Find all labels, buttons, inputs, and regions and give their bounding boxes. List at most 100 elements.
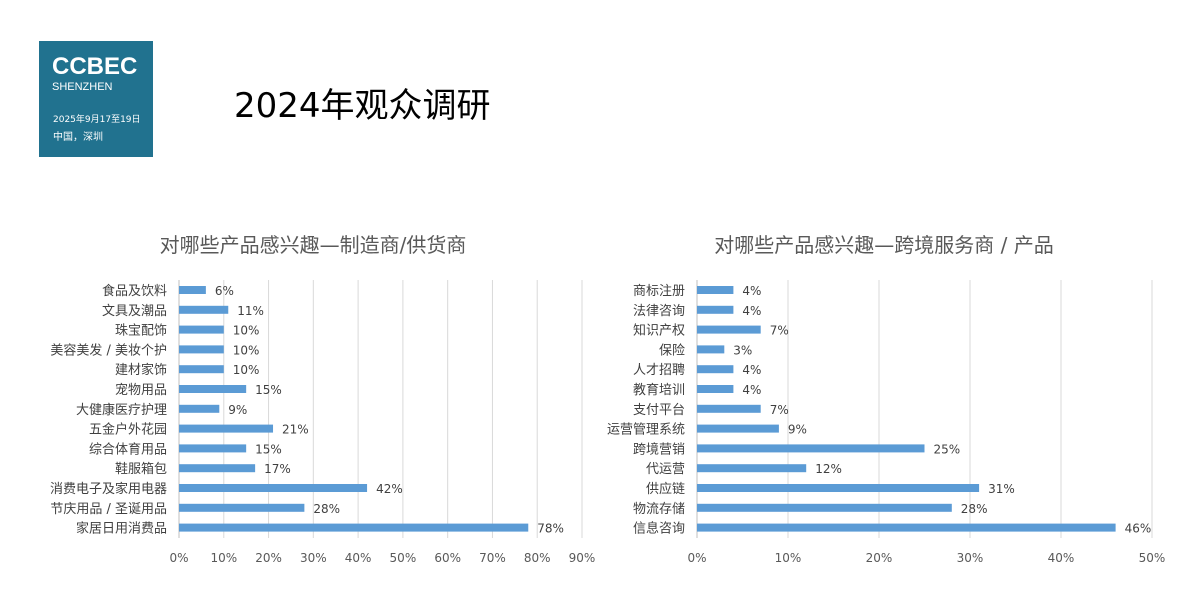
- x-tick-label: 90%: [569, 551, 596, 565]
- chart-title: 对哪些产品感兴趣—制造商/供货商: [160, 233, 467, 257]
- data-label: 12%: [815, 462, 842, 476]
- category-label: 节庆用品 / 圣诞用品: [50, 502, 167, 517]
- category-label: 大健康医疗护理: [76, 402, 167, 418]
- data-label: 31%: [988, 482, 1015, 496]
- x-tick-label: 20%: [255, 551, 282, 565]
- category-label: 信息咨询: [633, 521, 685, 537]
- x-tick-label: 10%: [775, 551, 802, 565]
- x-tick-label: 70%: [479, 551, 506, 565]
- data-label: 10%: [233, 363, 260, 377]
- category-label: 美容美发 / 美妆个护: [50, 342, 167, 358]
- logo-city: SHENZHEN: [52, 81, 113, 93]
- bar: [179, 523, 529, 532]
- data-label: 7%: [770, 324, 789, 338]
- data-label: 4%: [742, 363, 761, 377]
- bar: [697, 444, 925, 453]
- x-tick-label: 10%: [210, 551, 237, 565]
- data-label: 10%: [233, 343, 260, 357]
- logo-brand: CCBEC: [52, 53, 138, 80]
- x-tick-label: 30%: [957, 551, 984, 565]
- logo-date: 2025年9月17至19日: [53, 115, 141, 125]
- x-tick-label: 60%: [434, 551, 461, 565]
- bar: [179, 305, 229, 314]
- bar: [179, 286, 206, 294]
- category-label: 综合体育用品: [89, 441, 167, 457]
- category-label: 支付平台: [633, 403, 685, 418]
- data-label: 15%: [255, 383, 282, 397]
- bar: [697, 464, 807, 473]
- category-label: 食品及饮料: [102, 283, 167, 299]
- x-tick-label: 40%: [345, 551, 372, 565]
- data-label: 7%: [770, 403, 789, 417]
- data-label: 10%: [233, 324, 260, 338]
- category-label: 物流存储: [633, 502, 685, 517]
- data-label: 21%: [282, 423, 309, 437]
- bar: [697, 424, 779, 433]
- data-label: 28%: [961, 502, 988, 516]
- bar: [179, 444, 247, 453]
- logo-place: 中国，深圳: [53, 132, 103, 143]
- bar: [697, 523, 1116, 532]
- category-label: 教育培训: [633, 382, 685, 398]
- category-label: 家居日用消费品: [76, 521, 167, 537]
- category-label: 宠物用品: [115, 382, 167, 398]
- page-title: 2024年观众调研: [234, 86, 491, 126]
- category-label: 五金户外花园: [89, 422, 167, 438]
- data-label: 11%: [237, 304, 264, 318]
- x-tick-label: 0%: [169, 551, 188, 565]
- data-label: 42%: [376, 482, 403, 496]
- data-label: 17%: [264, 462, 291, 476]
- bar: [697, 286, 734, 294]
- bar: [697, 385, 734, 393]
- bar: [179, 385, 247, 393]
- bar: [179, 503, 305, 512]
- category-label: 法律咨询: [633, 304, 685, 319]
- bar: [697, 484, 980, 492]
- bar: [179, 345, 224, 354]
- category-label: 运营管理系统: [607, 423, 685, 438]
- bar: [697, 325, 761, 334]
- category-label: 知识产权: [633, 323, 685, 339]
- x-tick-label: 50%: [390, 551, 417, 565]
- category-label: 人才招聘: [633, 363, 685, 378]
- category-label: 建材家饰: [115, 362, 167, 378]
- data-label: 3%: [733, 343, 752, 357]
- x-tick-label: 50%: [1139, 551, 1166, 565]
- x-tick-label: 80%: [524, 551, 551, 565]
- x-tick-label: 0%: [687, 551, 706, 565]
- data-label: 4%: [742, 383, 761, 397]
- bar: [697, 365, 734, 374]
- category-label: 跨境营销: [633, 442, 685, 457]
- bar: [179, 484, 368, 492]
- category-label: 代运营: [646, 462, 685, 477]
- data-label: 6%: [215, 284, 234, 298]
- category-label: 珠宝配饰: [115, 324, 167, 339]
- ccbec-logo: CCBEC SHENZHEN 2025年9月17至19日 中国，深圳: [39, 41, 153, 157]
- x-tick-label: 40%: [1048, 551, 1075, 565]
- category-label: 鞋服箱包: [115, 461, 167, 477]
- chart-title: 对哪些产品感兴趣—跨境服务商 / 产品: [714, 233, 1053, 257]
- category-label: 保险: [659, 343, 685, 358]
- category-label: 供应链: [646, 481, 685, 497]
- data-label: 28%: [313, 502, 340, 516]
- data-label: 9%: [228, 403, 247, 417]
- category-label: 商标注册: [633, 284, 685, 299]
- bar: [179, 365, 224, 374]
- bar: [697, 404, 761, 413]
- bar: [179, 404, 220, 413]
- data-label: 46%: [1125, 522, 1152, 536]
- bar: [179, 464, 256, 473]
- data-label: 78%: [537, 522, 564, 536]
- x-tick-label: 20%: [866, 551, 893, 565]
- bar: [697, 305, 734, 314]
- category-label: 消费电子及家用电器: [50, 481, 167, 497]
- bar: [179, 424, 274, 433]
- x-tick-label: 30%: [300, 551, 327, 565]
- data-label: 4%: [742, 284, 761, 298]
- data-label: 4%: [742, 304, 761, 318]
- data-label: 15%: [255, 442, 282, 456]
- bar: [179, 325, 224, 334]
- data-label: 25%: [934, 442, 961, 456]
- data-label: 9%: [788, 423, 807, 437]
